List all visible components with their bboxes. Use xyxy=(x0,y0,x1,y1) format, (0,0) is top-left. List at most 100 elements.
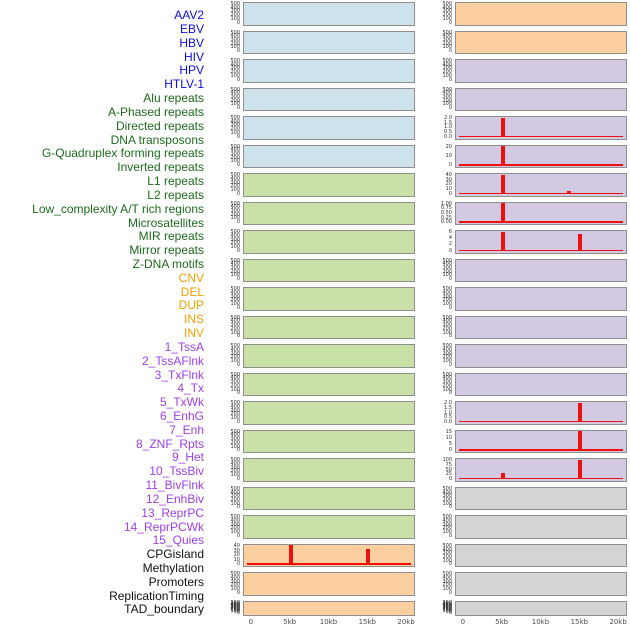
profile-panel xyxy=(243,344,415,368)
y-tick-label: 0 xyxy=(236,361,240,368)
y-tick-label: 100 xyxy=(442,608,452,615)
y-tick-label: 400 xyxy=(230,346,240,353)
y-tick-label: 500 xyxy=(230,172,240,179)
y-tick-label: 10 xyxy=(233,556,240,563)
y-tick-label: 500 xyxy=(442,599,452,606)
y-tick-label: 200 xyxy=(230,496,240,503)
y-tick-label: 0 xyxy=(448,589,452,596)
y-axis-ticks: 500 400 300 200 100 0 xyxy=(214,87,240,112)
y-tick-label: 500 xyxy=(442,86,452,93)
feature-label: MIR repeats xyxy=(138,229,204,244)
y-tick-label: 0.0 xyxy=(444,418,452,425)
y-axis-ticks: 500 400 300 200 100 0 xyxy=(214,59,240,83)
y-tick-label: 300 xyxy=(230,236,240,243)
y-tick-label: 0 xyxy=(448,304,452,311)
y-tick-label: 500 xyxy=(230,514,240,521)
y-axis-ticks: 40 30 20 10 0 xyxy=(426,173,452,197)
y-tick-label: 200 xyxy=(230,606,240,613)
y-tick-label: 0 xyxy=(448,105,452,112)
y-tick-label: 400 xyxy=(230,175,240,182)
y-axis-ticks: 500 400 300 200 100 0 xyxy=(214,230,240,254)
profile-panel xyxy=(243,572,415,596)
y-tick-label: 0 xyxy=(236,304,240,311)
y-tick-label: 100 xyxy=(230,44,240,51)
y-tick-label: 200 xyxy=(230,297,240,304)
y-tick-label: 30 xyxy=(233,547,240,554)
feature-label: TAD_boundary xyxy=(124,602,204,617)
profile-panel xyxy=(243,201,415,226)
y-tick-label: 25 xyxy=(445,471,452,478)
y-tick-label: 500 xyxy=(230,343,240,350)
profile-panel xyxy=(455,315,627,340)
y-tick-label: 200 xyxy=(442,606,452,613)
signal-spike xyxy=(500,231,505,252)
y-tick-label: 100 xyxy=(442,386,452,393)
profile-panel xyxy=(243,401,415,425)
y-tick-label: 0 xyxy=(236,247,240,254)
feature-label: INS xyxy=(183,312,204,327)
y-tick-label: 500 xyxy=(230,1,240,7)
feature-label: 6_EnhG xyxy=(159,408,204,423)
y-tick-label: 0 xyxy=(236,48,240,55)
y-tick-label: 400 xyxy=(230,575,240,582)
y-tick-label: 500 xyxy=(442,314,452,321)
y-tick-label: 300 xyxy=(230,464,240,471)
y-axis-ticks: 500 400 300 200 100 0 xyxy=(214,143,240,169)
profile-panel xyxy=(455,2,627,26)
y-tick-label: 0 xyxy=(448,561,452,568)
y-tick-label: 10 xyxy=(445,185,452,192)
y-tick-label: 500 xyxy=(442,286,452,293)
y-tick-label: 40 xyxy=(233,542,240,549)
y-tick-label: 2 xyxy=(448,241,452,248)
y-axis-ticks: 2.0 1.5 1.0 0.5 0.0 xyxy=(426,116,452,140)
profile-panel xyxy=(243,258,415,283)
y-tick-label: 500 xyxy=(442,343,452,350)
feature-label: DEL xyxy=(180,284,204,299)
y-tick-label: 15 xyxy=(445,428,452,435)
y-tick-label: 200 xyxy=(230,582,240,589)
y-tick-label: 0 xyxy=(448,610,452,617)
y-tick-label: 400 xyxy=(230,147,240,154)
feature-label: 8_ZNF_Rpts xyxy=(135,436,204,451)
profile-panel xyxy=(455,59,627,83)
y-tick-label: 400 xyxy=(230,118,240,125)
y-tick-label: 100 xyxy=(230,500,240,507)
profile-panel xyxy=(243,287,415,311)
y-tick-label: 300 xyxy=(230,93,240,100)
y-tick-label: 0.5 xyxy=(444,128,452,135)
y-axis-ticks: 500 400 300 200 100 0 xyxy=(214,401,240,425)
signal-spike xyxy=(578,459,583,480)
feature-label: Methylation xyxy=(142,561,204,575)
y-tick-label: 300 xyxy=(230,407,240,414)
y-tick-label: 200 xyxy=(230,354,240,361)
profile-panel xyxy=(455,30,627,55)
profile-panel xyxy=(243,315,415,340)
feature-label: 4_Tx xyxy=(177,381,204,396)
y-tick-label: 200 xyxy=(230,126,240,133)
y-tick-label: 300 xyxy=(230,521,240,528)
y-tick-label: 300 xyxy=(230,350,240,357)
y-axis-ticks: 500 400 300 200 100 0 xyxy=(426,2,452,26)
profile-panel xyxy=(455,344,627,368)
y-tick-label: 400 xyxy=(442,4,452,11)
feature-label: 11_BivFlnk xyxy=(145,478,204,493)
y-tick-label: 400 xyxy=(230,432,240,439)
signal-spike xyxy=(500,472,505,480)
y-tick-label: 0 xyxy=(448,333,452,340)
y-tick-label: 4 xyxy=(448,235,452,242)
profile-panel xyxy=(243,59,415,83)
profile-panel xyxy=(243,543,415,568)
y-tick-label: 100 xyxy=(230,358,240,365)
y-axis-ticks: 500 400 300 200 100 0 xyxy=(426,486,452,511)
y-tick-label: 500 xyxy=(230,143,240,150)
y-axis-ticks: 500 400 300 200 100 0 xyxy=(214,429,240,454)
profile-panel xyxy=(455,201,627,226)
feature-label: Inverted repeats xyxy=(117,160,204,175)
y-tick-label: 0 xyxy=(448,19,452,26)
y-tick-label: 400 xyxy=(442,346,452,353)
x-tick-label: 0 xyxy=(248,618,254,626)
y-tick-label: 0.0 xyxy=(444,133,452,140)
y-tick-label: 400 xyxy=(230,518,240,525)
y-tick-label: 100 xyxy=(230,243,240,250)
x-tick-label: 10kb xyxy=(319,618,338,626)
